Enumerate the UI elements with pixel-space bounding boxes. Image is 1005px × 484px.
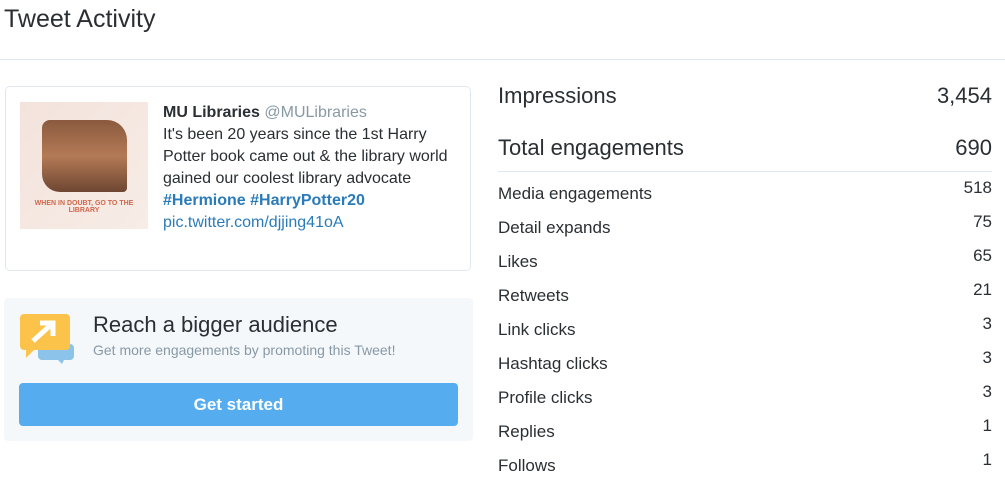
total-engagements-value: 690	[955, 135, 992, 160]
metric-value: 1	[982, 416, 992, 435]
stats-divider	[498, 171, 992, 172]
image-caption-bottom: WHEN IN DOUBT, GO TO THE LIBRARY	[34, 200, 134, 214]
tweet-content: MU Libraries @MULibraries It's been 20 y…	[163, 102, 463, 234]
metric-value: 3	[982, 382, 992, 401]
metric-label: Detail expands	[498, 218, 611, 237]
author-name[interactable]: MU Libraries	[163, 104, 260, 121]
metric-value: 1	[982, 450, 992, 469]
metric-value: 65	[973, 246, 992, 265]
get-started-button[interactable]: Get started	[19, 383, 458, 426]
hashtag-link[interactable]: #HarryPotter20	[250, 192, 365, 209]
header-divider	[0, 59, 1005, 60]
hermione-library-image	[42, 120, 127, 192]
metric-label: Replies	[498, 422, 555, 441]
media-link[interactable]: pic.twitter.com/djjing41oA	[163, 214, 344, 231]
metric-label: Profile clicks	[498, 388, 593, 407]
metric-label: Link clicks	[498, 320, 576, 339]
metric-value: 21	[973, 280, 992, 299]
metric-value: 3	[982, 314, 992, 333]
metric-label: Media engagements	[498, 184, 653, 203]
metric-label: Retweets	[498, 286, 569, 305]
metric-label: Follows	[498, 456, 556, 475]
author-handle[interactable]: @MULibraries	[264, 104, 367, 121]
total-engagements-label: Total engagements	[498, 135, 684, 160]
tweet-media-thumbnail[interactable]: THAT'S WHAT HERMIONE DID WHEN IN DOUBT, …	[20, 102, 148, 229]
tweet-text: It's been 20 years since the 1st Harry P…	[163, 126, 448, 187]
metric-label: Likes	[498, 252, 538, 271]
promote-subtext: Get more engagements by promoting this T…	[93, 342, 396, 358]
metric-label: Hashtag clicks	[498, 354, 608, 373]
metric-value: 75	[973, 212, 992, 231]
promote-arrow-icon	[20, 314, 74, 364]
promote-heading: Reach a bigger audience	[93, 312, 338, 337]
tweet-card[interactable]	[5, 86, 471, 271]
metric-value: 518	[963, 178, 992, 197]
page-title: Tweet Activity	[4, 5, 156, 33]
hashtag-link[interactable]: #Hermione	[163, 192, 246, 209]
metric-value: 3	[982, 348, 992, 367]
impressions-value: 3,454	[936, 83, 992, 108]
impressions-label: Impressions	[498, 83, 617, 108]
